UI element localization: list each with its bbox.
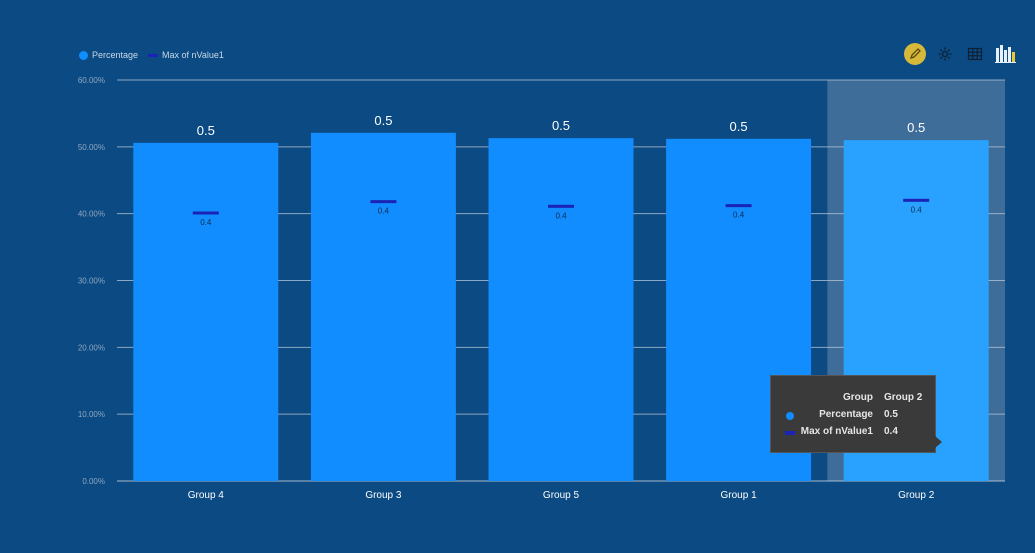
gear-icon[interactable] bbox=[934, 43, 956, 65]
tooltip-circle-icon bbox=[786, 412, 794, 420]
y-tick-label: 10.00% bbox=[78, 410, 105, 419]
tooltip-row-group: Group Group 2 bbox=[771, 392, 935, 406]
chart-icon[interactable] bbox=[994, 43, 1016, 65]
max-data-label: 0.4 bbox=[733, 211, 745, 220]
max-marker bbox=[370, 200, 397, 204]
bar[interactable] bbox=[133, 142, 279, 481]
max-marker bbox=[548, 204, 574, 208]
x-tick-label: Group 2 bbox=[898, 490, 935, 501]
max-marker bbox=[725, 204, 752, 208]
tooltip-row-percentage: Percentage 0.5 bbox=[771, 409, 935, 423]
bar-data-label: 0.5 bbox=[374, 113, 392, 128]
x-tick-label: Group 3 bbox=[365, 490, 402, 501]
x-tick-label: Group 4 bbox=[188, 490, 225, 501]
x-tick-label: Group 5 bbox=[543, 490, 580, 501]
tooltip-key: Group bbox=[843, 392, 873, 403]
legend-item-max-nvalue1[interactable]: Max of nValue1 bbox=[148, 50, 224, 60]
max-marker bbox=[903, 198, 930, 202]
data-tooltip: Group Group 2 Percentage 0.5 Max of nVal… bbox=[770, 375, 942, 453]
tooltip-value: 0.4 bbox=[884, 426, 898, 437]
table-icon[interactable] bbox=[964, 43, 986, 65]
bar-data-label: 0.5 bbox=[730, 119, 748, 134]
visual-toolbar bbox=[904, 43, 1016, 65]
tooltip-dash-icon bbox=[785, 431, 795, 435]
legend-label-max-nvalue1: Max of nValue1 bbox=[162, 50, 224, 60]
tooltip-row-max-nvalue1: Max of nValue1 0.4 bbox=[771, 426, 935, 440]
chart-legend: Percentage Max of nValue1 bbox=[79, 50, 224, 60]
bar-data-label: 0.5 bbox=[197, 123, 215, 138]
max-data-label: 0.4 bbox=[378, 207, 390, 216]
bar-data-label: 0.5 bbox=[552, 118, 570, 133]
y-tick-label: 0.00% bbox=[82, 477, 105, 486]
legend-dash-icon bbox=[148, 53, 159, 57]
tooltip-value: Group 2 bbox=[884, 392, 923, 403]
bar-data-label: 0.5 bbox=[907, 120, 925, 135]
y-tick-label: 60.00% bbox=[78, 76, 105, 85]
max-data-label: 0.4 bbox=[911, 205, 923, 214]
legend-item-percentage[interactable]: Percentage bbox=[79, 50, 138, 60]
max-data-label: 0.4 bbox=[200, 218, 212, 227]
legend-circle-icon bbox=[79, 50, 88, 60]
y-tick-label: 40.00% bbox=[78, 210, 105, 219]
bar[interactable] bbox=[488, 138, 634, 481]
tooltip-key: Percentage bbox=[819, 409, 873, 420]
pencil-icon[interactable] bbox=[904, 43, 926, 65]
y-tick-label: 30.00% bbox=[78, 277, 105, 286]
y-tick-label: 50.00% bbox=[78, 143, 105, 152]
max-marker bbox=[192, 211, 219, 215]
tooltip-value: 0.5 bbox=[884, 409, 898, 420]
bar[interactable] bbox=[310, 132, 456, 481]
legend-label-percentage: Percentage bbox=[92, 50, 139, 60]
max-data-label: 0.4 bbox=[555, 211, 567, 220]
y-tick-label: 20.00% bbox=[78, 343, 105, 352]
tooltip-key: Max of nValue1 bbox=[800, 426, 873, 437]
x-tick-label: Group 1 bbox=[721, 490, 758, 501]
